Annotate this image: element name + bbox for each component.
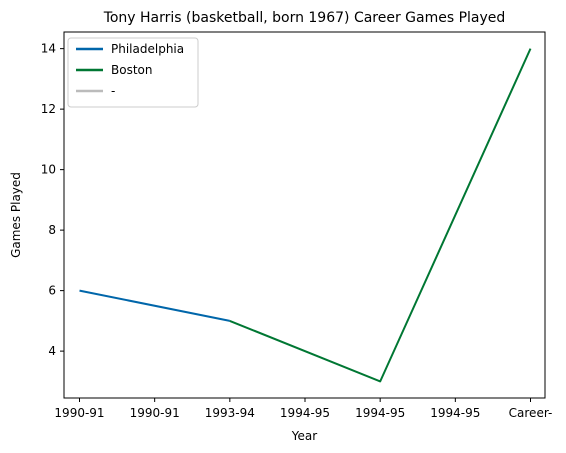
y-axis-label: Games Played: [9, 172, 23, 258]
x-tick-label: 1990-91: [130, 406, 180, 420]
x-tick-label: Career-: [509, 406, 553, 420]
y-tick-label: 8: [48, 223, 56, 237]
x-tick-label: 1993-94: [205, 406, 255, 420]
legend-label: Boston: [111, 63, 152, 77]
x-tick-label: 1994-95: [280, 406, 330, 420]
chart-title: Tony Harris (basketball, born 1967) Care…: [103, 10, 506, 26]
y-tick-label: 6: [48, 284, 56, 298]
y-tick-label: 14: [41, 42, 56, 56]
legend-label: -: [111, 84, 115, 98]
series-line-philadelphia: [79, 289, 230, 322]
x-axis-label: Year: [291, 429, 317, 443]
legend-label: Philadelphia: [111, 42, 184, 56]
y-tick-label: 4: [48, 344, 56, 358]
plot-frame: [63, 31, 546, 399]
series-line-boston: [229, 48, 532, 383]
y-tick-label: 10: [41, 163, 56, 177]
series-layer: [79, 48, 532, 383]
x-tick-label: 1994-95: [355, 406, 405, 420]
x-axis: 1990-91 1990-91 1993-94 1994-95 1994-95 1994-…: [54, 398, 552, 420]
x-tick-label: 1990-91: [54, 406, 104, 420]
x-tick-label: 1994-95: [430, 406, 480, 420]
y-axis: 4 6 8 10 12 14: [41, 42, 64, 358]
y-tick-label: 12: [41, 102, 56, 116]
legend: Philadelphia Boston -: [67, 37, 199, 108]
